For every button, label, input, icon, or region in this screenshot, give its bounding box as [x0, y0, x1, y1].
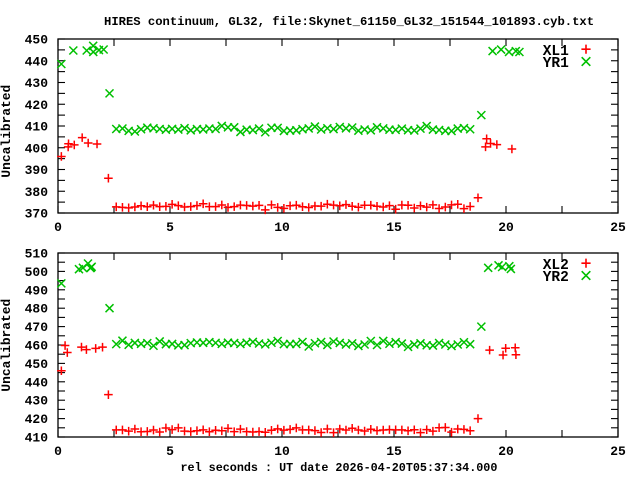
svg-text:15: 15	[386, 220, 402, 235]
svg-text:0: 0	[54, 220, 62, 235]
svg-text:460: 460	[25, 339, 49, 354]
svg-text:440: 440	[25, 54, 49, 69]
svg-text:400: 400	[25, 141, 49, 156]
svg-text:470: 470	[25, 320, 49, 335]
svg-text:10: 10	[274, 444, 290, 459]
svg-text:HIRES continuum, GL32, file:Sk: HIRES continuum, GL32, file:Skynet_61150…	[104, 15, 594, 29]
svg-text:15: 15	[386, 444, 402, 459]
svg-text:420: 420	[25, 98, 49, 113]
svg-text:410: 410	[25, 120, 49, 135]
svg-text:430: 430	[25, 394, 49, 409]
svg-text:0: 0	[54, 444, 62, 459]
svg-text:450: 450	[25, 33, 49, 48]
svg-text:10: 10	[274, 220, 290, 235]
svg-text:25: 25	[610, 444, 626, 459]
svg-text:500: 500	[25, 265, 49, 280]
svg-text:YR1: YR1	[543, 56, 569, 72]
svg-text:Uncalibrated: Uncalibrated	[0, 299, 14, 392]
svg-text:5: 5	[166, 220, 174, 235]
svg-text:380: 380	[25, 185, 49, 200]
svg-text:390: 390	[25, 163, 49, 178]
svg-text:490: 490	[25, 283, 49, 298]
svg-text:510: 510	[25, 247, 49, 262]
svg-text:410: 410	[25, 431, 49, 446]
svg-text:Uncalibrated: Uncalibrated	[0, 85, 14, 178]
svg-text:480: 480	[25, 302, 49, 317]
svg-text:20: 20	[498, 220, 514, 235]
svg-text:420: 420	[25, 412, 49, 427]
svg-text:440: 440	[25, 375, 49, 390]
svg-text:YR2: YR2	[543, 270, 569, 286]
svg-text:25: 25	[610, 220, 626, 235]
svg-text:20: 20	[498, 444, 514, 459]
svg-text:450: 450	[25, 357, 49, 372]
svg-text:5: 5	[166, 444, 174, 459]
svg-text:430: 430	[25, 76, 49, 91]
svg-text:370: 370	[25, 207, 49, 222]
svg-text:rel seconds : UT date 2026-04-: rel seconds : UT date 2026-04-20T05:37:3…	[181, 461, 498, 475]
